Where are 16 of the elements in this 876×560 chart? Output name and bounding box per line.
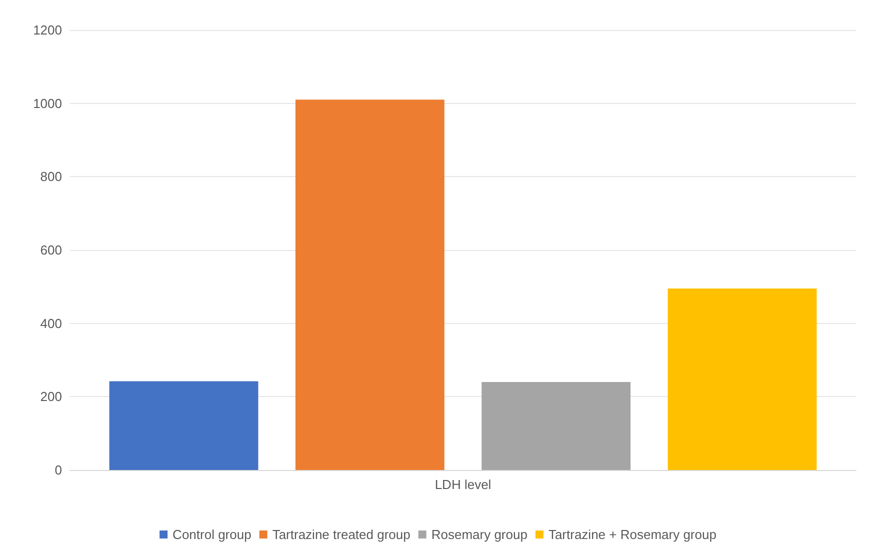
legend-label: Control group (172, 527, 252, 542)
legend-label: Tartrazine + Rosemary group (548, 527, 716, 542)
bar (668, 288, 817, 470)
y-tick-label: 800 (40, 169, 62, 184)
legend-label: Rosemary group (431, 527, 528, 542)
y-tick-label: 1200 (33, 22, 62, 38)
bar (482, 382, 631, 470)
bar (295, 100, 444, 470)
y-tick-label: 200 (40, 389, 62, 404)
legend-label: Tartrazine treated group (272, 527, 410, 542)
y-tick-label: 400 (40, 316, 62, 331)
bar (109, 381, 258, 470)
y-tick-label: 0 (54, 462, 62, 478)
y-tick-label: 600 (40, 242, 62, 258)
x-tick-label: LDH level (434, 477, 492, 492)
y-tick-label: 1000 (33, 96, 62, 111)
